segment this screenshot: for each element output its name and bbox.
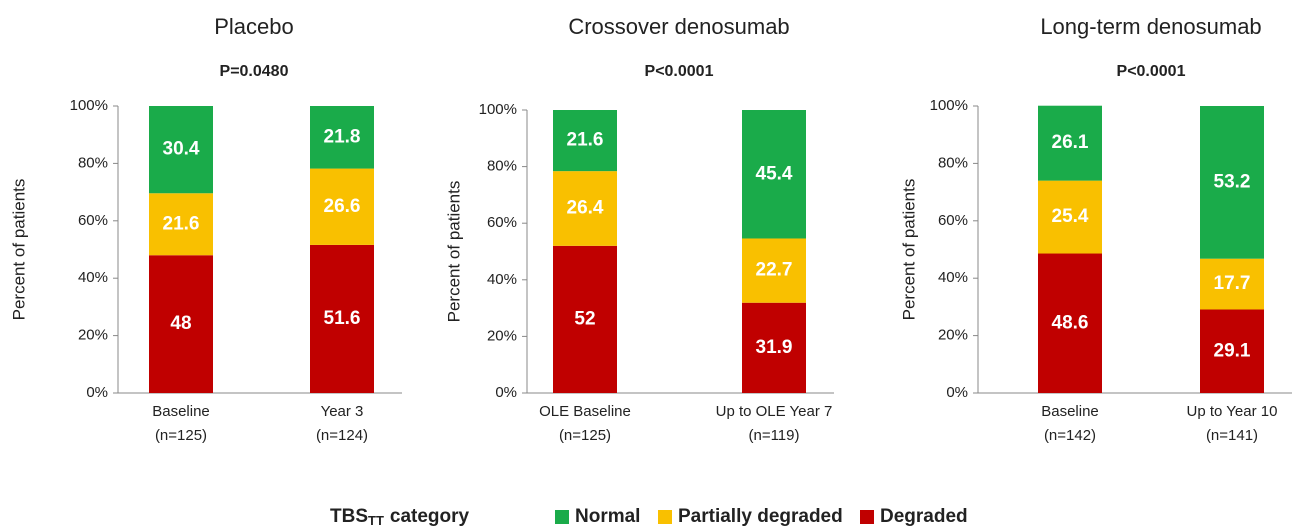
value-label: 29.1 (1214, 340, 1251, 361)
y-tick-label: 0% (495, 384, 517, 401)
value-label: 48 (170, 313, 191, 334)
chart-title: Crossover denosumab (568, 14, 789, 39)
value-label: 52 (574, 308, 595, 329)
value-label: 53.2 (1214, 171, 1251, 192)
y-tick-label: 80% (78, 154, 108, 171)
bar-segment (1038, 253, 1102, 393)
legend-title: TBSTT category (330, 506, 470, 528)
x-tick-label: OLE Baseline (539, 403, 631, 420)
value-label: 21.6 (163, 213, 200, 234)
bar-segment (310, 244, 374, 393)
bar-segment (1200, 309, 1264, 393)
y-tick-label: 60% (938, 212, 968, 229)
legend-swatch (860, 510, 874, 524)
chart-subtitle: P<0.0001 (1117, 63, 1186, 80)
x-tick-label: Up to Year 10 (1187, 403, 1278, 420)
y-tick-label: 60% (487, 214, 517, 231)
y-tick-label: 0% (946, 384, 968, 401)
y-tick-label: 80% (938, 154, 968, 171)
x-tick-label: Up to OLE Year 7 (716, 403, 833, 420)
y-tick-label: 100% (930, 97, 968, 114)
y-axis-label: Percent of patients (9, 179, 28, 321)
value-label: 51.6 (324, 308, 361, 329)
bar-segment (149, 255, 213, 393)
bar-segment (742, 238, 806, 303)
bar-segment (742, 110, 806, 239)
y-tick-label: 40% (938, 269, 968, 286)
bar-segment (149, 106, 213, 194)
x-tick-n: (n=119) (748, 427, 799, 444)
legend-title-sub: TT (368, 513, 384, 528)
bar-segment (310, 106, 374, 169)
bar-segment (149, 193, 213, 256)
y-tick-label: 40% (78, 269, 108, 286)
chart-title: Long-term denosumab (1040, 14, 1261, 39)
value-label: 48.6 (1052, 312, 1089, 333)
value-label: 26.4 (567, 197, 604, 218)
x-tick-n: (n=142) (1044, 427, 1096, 444)
value-label: 17.7 (1214, 273, 1251, 294)
y-tick-label: 80% (487, 158, 517, 175)
legend-label: Partially degraded (678, 506, 843, 527)
bar-segment (1200, 106, 1264, 259)
x-tick-label: Year 3 (321, 403, 364, 420)
bar-segment (553, 171, 617, 246)
legend-title-main: TBS (330, 506, 368, 527)
y-tick-label: 0% (86, 384, 108, 401)
y-axis-label: Percent of patients (899, 179, 918, 321)
value-label: 45.4 (756, 163, 793, 184)
value-label: 21.6 (567, 130, 604, 151)
y-tick-label: 20% (487, 327, 517, 344)
legend-swatch (658, 510, 672, 524)
bar-segment (1038, 105, 1102, 181)
value-label: 30.4 (163, 139, 200, 160)
value-label: 26.6 (324, 196, 361, 217)
value-label: 21.8 (324, 126, 361, 147)
x-tick-label: Baseline (1041, 403, 1099, 420)
value-label: 31.9 (756, 337, 793, 358)
legend-swatch (555, 510, 569, 524)
value-label: 26.1 (1052, 132, 1089, 153)
y-tick-label: 100% (479, 101, 517, 118)
y-tick-label: 100% (70, 97, 108, 114)
chart-title: Placebo (214, 14, 294, 39)
chart-subtitle: P<0.0001 (645, 63, 714, 80)
value-label: 25.4 (1052, 206, 1089, 227)
bar-segment (1038, 180, 1102, 254)
x-tick-n: (n=125) (155, 427, 207, 444)
chart-subtitle: P=0.0480 (220, 63, 289, 80)
legend-title-rest: category (390, 506, 470, 527)
legend-label: Normal (575, 506, 640, 527)
bar-segment (1200, 258, 1264, 310)
y-tick-label: 20% (78, 327, 108, 344)
bar-segment (553, 245, 617, 393)
y-tick-label: 40% (487, 271, 517, 288)
x-tick-n: (n=141) (1206, 427, 1258, 444)
y-tick-label: 20% (938, 327, 968, 344)
x-tick-label: Baseline (152, 403, 210, 420)
bar-segment (310, 168, 374, 245)
x-tick-n: (n=124) (316, 427, 368, 444)
bar-segment (553, 110, 617, 172)
y-axis-label: Percent of patients (444, 181, 463, 323)
bar-segment (742, 302, 806, 393)
legend-label: Degraded (880, 506, 968, 527)
value-label: 22.7 (756, 260, 793, 281)
x-tick-n: (n=125) (559, 427, 611, 444)
y-tick-label: 60% (78, 212, 108, 229)
